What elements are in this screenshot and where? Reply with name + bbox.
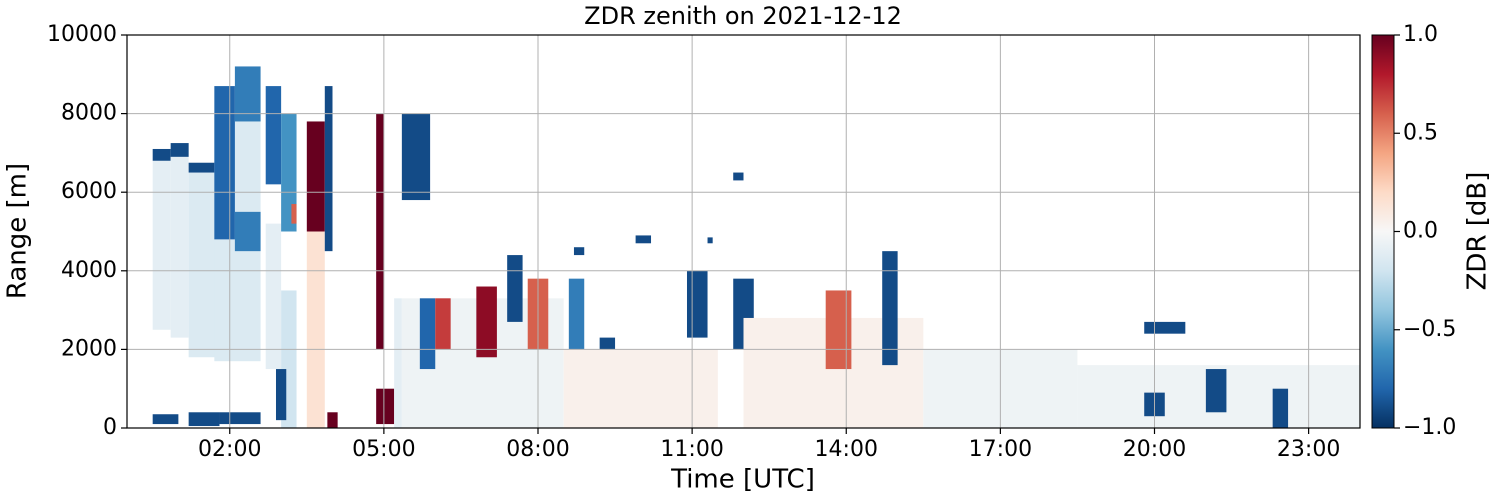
y-tick-label: 6000 (61, 179, 117, 204)
data-cell (275, 369, 287, 421)
data-cell (686, 270, 708, 338)
data-cell (219, 412, 261, 425)
x-tick-label: 02:00 (198, 437, 261, 462)
data-cell (281, 113, 297, 232)
data-cell (152, 414, 179, 425)
data-cell (707, 237, 713, 244)
data-cell (825, 290, 852, 370)
data-cell (476, 286, 497, 358)
data-cell (188, 412, 220, 427)
data-cell (435, 298, 451, 350)
data-cell (1205, 369, 1227, 413)
x-tick-label: 14:00 (815, 437, 878, 462)
data-cell (265, 223, 282, 370)
data-cell (265, 86, 282, 185)
data-cell (419, 298, 436, 370)
data-cell (306, 121, 325, 232)
y-tick-label: 2000 (61, 336, 117, 361)
data-cell (214, 86, 235, 240)
colorbar-tick-label: −0.5 (1403, 317, 1456, 342)
x-tick-label: 17:00 (969, 437, 1032, 462)
data-cell (170, 156, 189, 338)
colorbar-tick-label: −1.0 (1403, 415, 1456, 440)
data-cell (507, 255, 523, 322)
data-cell (188, 162, 217, 173)
data-cell (188, 172, 217, 358)
x-tick-label: 23:00 (1277, 437, 1340, 462)
colorbar (1371, 34, 1395, 429)
chart-title: ZDR zenith on 2021-12-12 (584, 2, 902, 30)
data-cell (635, 235, 652, 244)
x-tick-label: 20:00 (1123, 437, 1186, 462)
data-cell (401, 113, 431, 201)
data-cell (152, 160, 171, 330)
data-cell (324, 86, 333, 252)
y-tick-label: 8000 (61, 101, 117, 126)
data-cell (376, 388, 395, 425)
data-cell (573, 247, 585, 256)
data-cell (234, 211, 261, 252)
data-cell (563, 349, 718, 428)
data-cell (1272, 388, 1289, 428)
x-tick-label: 11:00 (660, 437, 723, 462)
colorbar-tick-label: 0.0 (1403, 219, 1438, 244)
data-cell (1144, 321, 1186, 334)
y-tick-label: 10000 (47, 22, 117, 47)
data-cell (327, 412, 338, 428)
data-cell (170, 143, 189, 157)
y-axis-label: Range [m] (3, 163, 33, 299)
data-cell (394, 298, 402, 428)
data-cell (234, 66, 261, 122)
colorbar-tick-label: 0.5 (1403, 120, 1438, 145)
data-cell (291, 203, 297, 224)
data-cell (376, 113, 384, 350)
data-cell (306, 231, 325, 428)
colorbar-tick-label: 1.0 (1403, 22, 1438, 47)
y-tick-label: 0 (103, 415, 117, 440)
data-cell (882, 251, 898, 366)
x-tick-label: 08:00 (506, 437, 569, 462)
colorbar-label: ZDR [dB] (1463, 172, 1493, 291)
x-axis-label: Time [UTC] (670, 465, 815, 495)
plot-frame (126, 34, 1361, 429)
y-tick-label: 4000 (61, 258, 117, 283)
plot-area (152, 66, 1360, 428)
data-cell (152, 148, 171, 161)
data-cell (733, 172, 744, 181)
x-tick-label: 05:00 (352, 437, 415, 462)
